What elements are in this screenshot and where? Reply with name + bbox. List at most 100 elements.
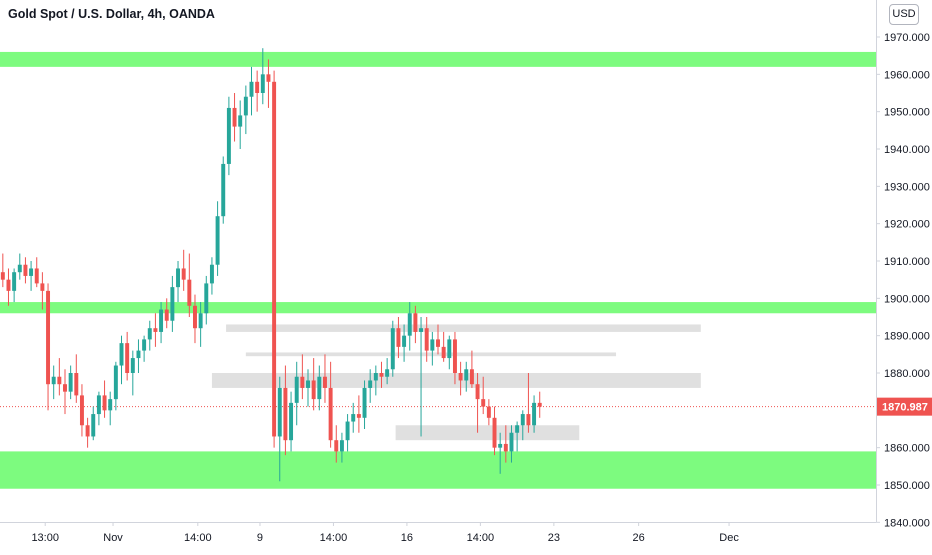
candle-up bbox=[277, 376, 282, 482]
y-tick-label: 1960.000 bbox=[884, 69, 930, 81]
candle-up bbox=[176, 261, 181, 303]
candle-body bbox=[492, 417, 497, 448]
y-tick-label: 1920.000 bbox=[884, 219, 930, 231]
candle-body bbox=[509, 432, 514, 452]
current-price-badge-bg bbox=[877, 397, 932, 416]
candle-body bbox=[6, 279, 11, 291]
candle-down bbox=[40, 272, 45, 310]
candle-up bbox=[243, 85, 248, 135]
x-tick-label: 14:00 bbox=[467, 532, 495, 544]
candle-body bbox=[464, 369, 469, 381]
candle-body bbox=[498, 443, 503, 448]
candle-down bbox=[74, 354, 79, 403]
candle-up bbox=[215, 201, 220, 276]
candle-body bbox=[537, 402, 542, 407]
candle-body bbox=[300, 376, 305, 388]
candle-up bbox=[130, 350, 135, 396]
candle-down bbox=[469, 350, 474, 388]
y-tick-label: 1890.000 bbox=[884, 331, 930, 343]
candle-body bbox=[260, 74, 265, 93]
candle-up bbox=[142, 335, 147, 362]
candle-down bbox=[57, 358, 62, 396]
candle-body bbox=[334, 440, 339, 452]
candle-body bbox=[34, 268, 39, 284]
candle-up bbox=[509, 425, 514, 463]
candle-body bbox=[68, 373, 73, 392]
candle-up bbox=[289, 391, 294, 452]
candle-down bbox=[322, 354, 327, 403]
candle-up bbox=[17, 253, 22, 280]
x-tick-label: 9 bbox=[257, 532, 263, 544]
candle-up bbox=[306, 369, 310, 407]
candle-up bbox=[260, 48, 265, 105]
candle-body bbox=[142, 339, 147, 351]
candle-body bbox=[255, 81, 260, 93]
candle-down bbox=[481, 376, 486, 415]
candle-body bbox=[238, 115, 243, 127]
candle-body bbox=[362, 387, 367, 418]
candle-body bbox=[170, 287, 175, 321]
currency-button[interactable]: USD bbox=[889, 4, 919, 25]
candle-body bbox=[277, 387, 282, 437]
candle-up bbox=[447, 335, 452, 370]
candle-up bbox=[345, 414, 350, 452]
candle-down bbox=[492, 406, 497, 456]
candle-down bbox=[452, 331, 457, 385]
candles-layer bbox=[0, 48, 542, 482]
candle-body bbox=[176, 268, 181, 288]
candle-up bbox=[351, 402, 356, 433]
gray-level-zone bbox=[395, 425, 580, 441]
candle-body bbox=[23, 264, 28, 276]
candle-up bbox=[362, 380, 367, 429]
candle-down bbox=[272, 70, 277, 448]
candle-up bbox=[108, 391, 113, 426]
candle-down bbox=[181, 249, 186, 291]
current-price-badge: 1870.987 bbox=[877, 397, 932, 416]
candle-body bbox=[351, 414, 356, 422]
candle-down bbox=[255, 70, 260, 112]
candle-body bbox=[441, 346, 446, 359]
candle-body bbox=[306, 380, 310, 388]
candle-body bbox=[243, 96, 248, 116]
y-tick-label: 1880.000 bbox=[884, 368, 930, 380]
candle-body bbox=[108, 399, 113, 411]
candle-body bbox=[204, 283, 209, 314]
candle-down bbox=[436, 324, 440, 355]
y-tick-label: 1940.000 bbox=[884, 144, 930, 156]
candle-body bbox=[136, 350, 141, 359]
candle-down bbox=[85, 417, 90, 448]
candle-up bbox=[368, 369, 373, 403]
candle-up bbox=[430, 331, 435, 366]
y-tick-label: 1900.000 bbox=[884, 293, 930, 305]
candle-up bbox=[159, 302, 164, 344]
candle-up bbox=[221, 156, 226, 224]
support-resistance-zone bbox=[0, 302, 876, 314]
candle-up bbox=[373, 365, 378, 396]
candle-body bbox=[102, 395, 107, 411]
gray-level-zone bbox=[226, 324, 701, 332]
candle-down bbox=[232, 93, 237, 142]
candle-body bbox=[283, 387, 288, 441]
candle-body bbox=[317, 376, 322, 400]
candle-body bbox=[520, 414, 525, 426]
candle-body bbox=[147, 328, 152, 340]
zones-layer bbox=[0, 51, 876, 489]
candle-down bbox=[46, 283, 51, 411]
x-tick-label: 14:00 bbox=[184, 532, 212, 544]
candle-up bbox=[515, 421, 520, 452]
candle-up bbox=[464, 361, 469, 392]
candle-up bbox=[12, 268, 17, 303]
candle-body bbox=[413, 313, 418, 332]
y-tick-label: 1860.000 bbox=[884, 443, 930, 455]
candle-body bbox=[368, 380, 373, 388]
candle-up bbox=[96, 391, 101, 426]
candle-up bbox=[113, 361, 118, 411]
candle-down bbox=[441, 331, 446, 362]
candle-up bbox=[520, 410, 525, 441]
candle-body bbox=[221, 163, 226, 217]
y-tick-label: 1950.000 bbox=[884, 107, 930, 119]
x-tick-label: Nov bbox=[103, 532, 123, 544]
chart-title: Gold Spot / U.S. Dollar, 4h, OANDA bbox=[8, 7, 215, 21]
